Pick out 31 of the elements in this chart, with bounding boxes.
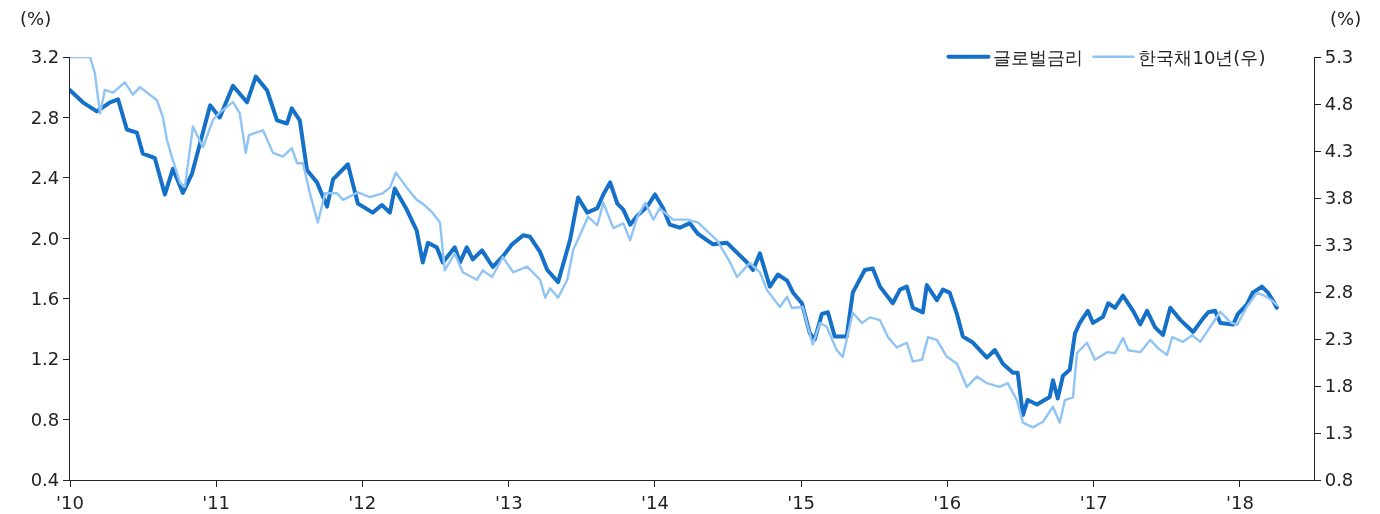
y-tick-label: 0.8 [30, 408, 60, 430]
y2-axis-title: (%) [1330, 8, 1362, 29]
x-tick-label: '13 [494, 491, 523, 513]
y2-tick-label: 1.3 [1324, 422, 1354, 444]
y-tick-label: 1.6 [30, 288, 60, 310]
y-tick-label: 2.8 [30, 106, 60, 128]
y2-tick-label: 0.8 [1324, 469, 1354, 491]
y2-tick-label: 2.8 [1324, 281, 1354, 303]
x-tick-label: '15 [787, 491, 816, 513]
x-tick-label: '14 [641, 491, 669, 513]
y2-tick-label: 3.8 [1324, 187, 1354, 209]
y-axis-title: (%) [20, 8, 52, 29]
y2-tick-label: 2.3 [1324, 328, 1354, 350]
y-tick-label: 0.4 [30, 469, 60, 491]
y-tick-label: 1.2 [30, 348, 60, 370]
x-tick-label: '10 [56, 491, 84, 513]
y2-tick-label: 4.8 [1324, 93, 1354, 115]
x-tick-label: '17 [1079, 491, 1108, 513]
y-tick-label: 2.0 [30, 227, 60, 249]
x-tick-label: '16 [933, 491, 962, 513]
y2-tick-label: 1.8 [1324, 375, 1354, 397]
y2-tick-label: 4.3 [1324, 140, 1354, 162]
y-tick-label: 2.4 [30, 167, 60, 189]
y2-tick-label: 3.3 [1324, 234, 1354, 256]
y-tick-label: 3.2 [30, 46, 60, 68]
x-tick-label: '11 [202, 491, 231, 513]
x-tick-label: '12 [348, 491, 377, 513]
legend-label: 한국채10년(우) [1138, 46, 1266, 68]
legend-label: 글로벌금리 [993, 46, 1084, 68]
x-tick-label: '18 [1226, 491, 1254, 513]
y2-tick-label: 5.3 [1324, 46, 1354, 68]
